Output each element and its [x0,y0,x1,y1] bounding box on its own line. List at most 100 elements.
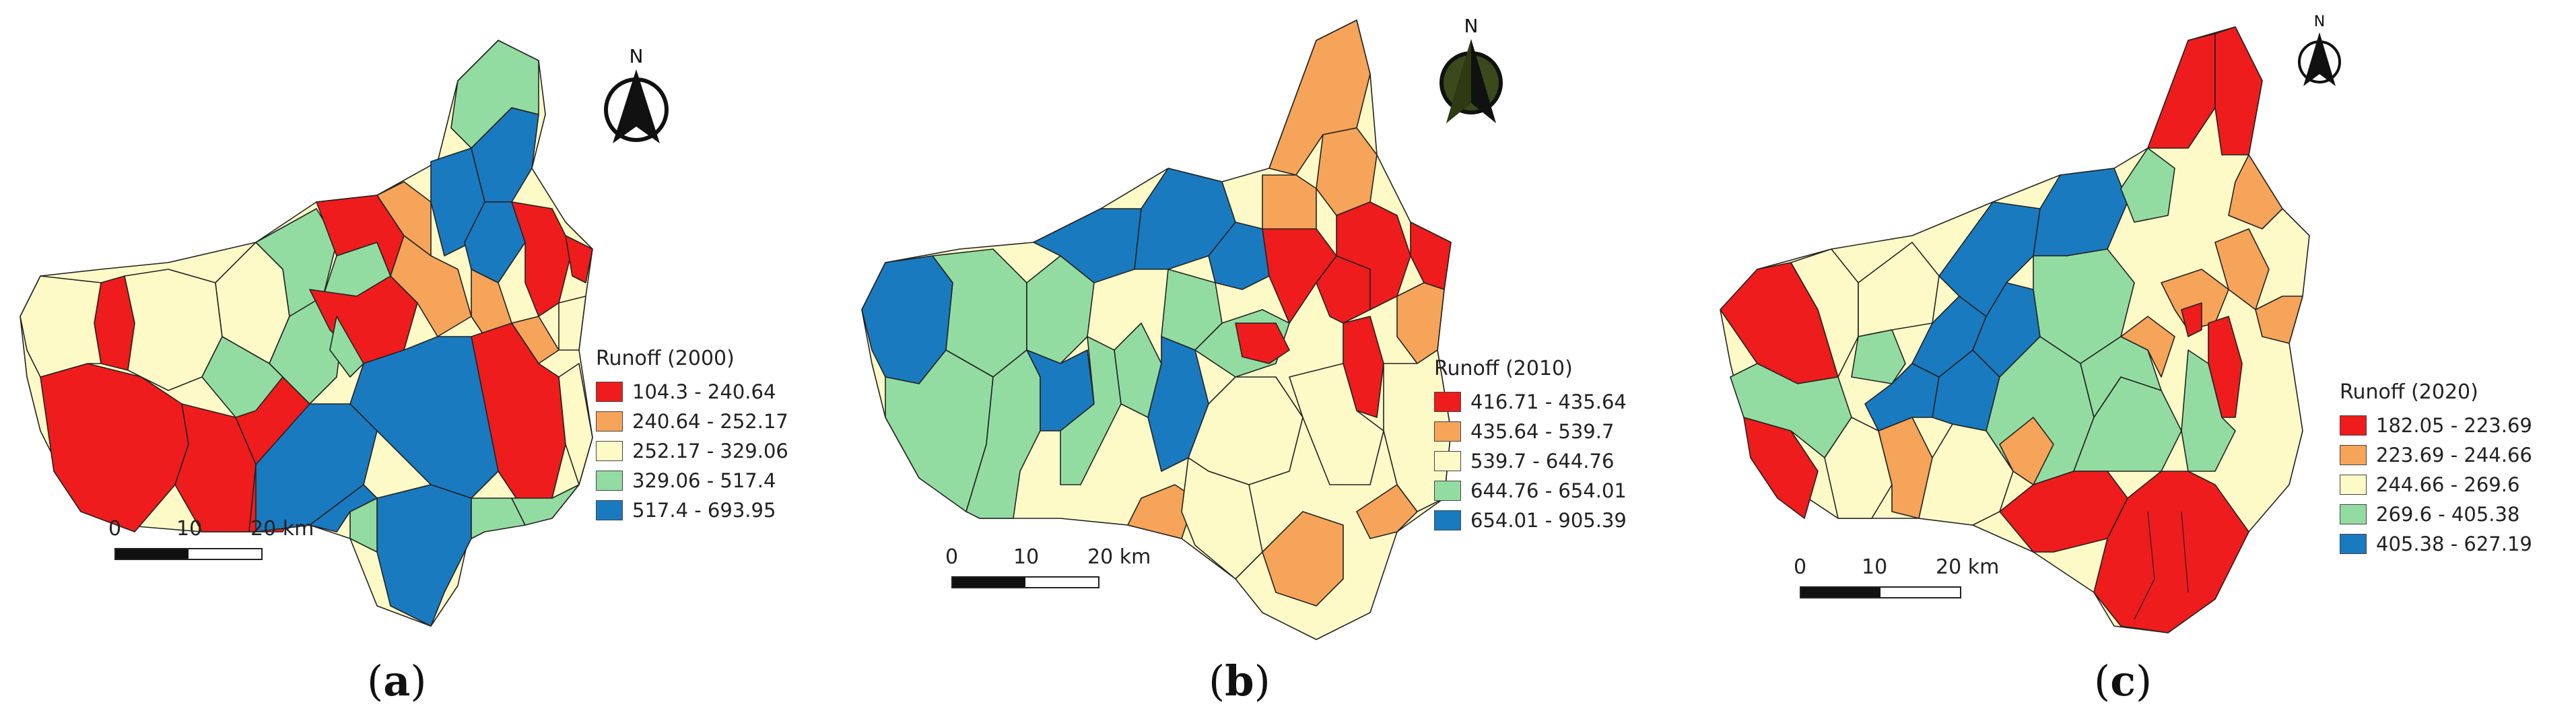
scale-bar-a: 0 10 20 km [108,517,316,560]
legend-label: 104.3 - 240.64 [632,380,776,403]
panel-c: N Runoff (2020) 182.05 - 223.69 223.69 -… [1717,0,2575,723]
legend-swatch [596,500,623,520]
subbasin [201,336,283,418]
legend-label: 244.66 - 269.6 [2376,473,2520,496]
legend-label: 240.64 - 252.17 [632,410,788,433]
north-arrow: N [1434,17,1508,133]
subbasin [450,40,539,149]
legend-item: 182.05 - 223.69 [2340,411,2532,440]
subbasin [511,484,580,526]
subbasin [965,349,1041,519]
north-label: N [1464,15,1479,37]
subbasin [2120,316,2175,378]
north-arrow-icon [1439,39,1503,123]
legend-swatch [596,471,623,491]
watershed-map-b [861,20,1452,640]
panel-label-b: (b) [1209,656,1270,705]
subbasin [255,403,378,532]
legend-swatch [2340,415,2367,436]
legend-label: 644.76 - 654.01 [1470,479,1627,502]
subbasin [2228,154,2283,230]
subbasin [2255,296,2303,344]
scale-tick: 0 [1794,555,1807,579]
legend-item: 435.64 - 539.7 [1434,417,1627,446]
legend-label: 654.01 - 905.39 [1470,509,1627,532]
legend-item: 517.4 - 693.95 [596,495,788,525]
subbasin [2181,349,2236,472]
legend-label: 182.05 - 223.69 [2376,414,2532,437]
subbasin [565,235,593,283]
subbasin [2093,471,2249,633]
legend-swatch [2340,504,2367,524]
legend-label: 223.69 - 244.66 [2376,444,2532,467]
legend-swatch [1434,451,1461,471]
legend-item: 416.71 - 435.64 [1434,387,1627,417]
legend-label: 405.38 - 627.19 [2376,532,2532,555]
legend-label: 435.64 - 539.7 [1470,420,1615,443]
watershed-map-c [1720,26,2310,633]
legend-item: 252.17 - 329.06 [596,436,788,466]
legend-item: 223.69 - 244.66 [2340,440,2532,470]
legend-item: 104.3 - 240.64 [596,377,788,407]
legend-item: 654.01 - 905.39 [1434,506,1627,535]
subbasin [124,269,223,391]
legend-label: 517.4 - 693.95 [632,499,776,522]
subbasin [558,296,586,351]
legend-swatch [596,411,623,432]
legend-swatch [2340,445,2367,465]
legend-swatch [1434,481,1461,501]
scale-bar-graphic [1800,586,1961,598]
scale-tick: 20 km [1936,555,2000,579]
scale-tick: 0 [108,517,122,541]
legend-title: Runoff (2000) [596,347,735,370]
subbasin [376,484,472,627]
north-arrow: N [599,47,673,149]
subbasin [309,484,378,532]
subbasin [20,275,102,378]
subbasin [1268,20,1371,176]
subbasin [511,201,573,317]
subbasin [2181,302,2202,337]
legend-label: 269.6 - 405.38 [2376,503,2520,526]
watershed-map-a [20,40,593,627]
legend-swatch [1434,421,1461,442]
legend-item: 240.64 - 252.17 [596,407,788,436]
legend-swatch [596,382,623,402]
subbasin [2120,147,2175,223]
legend-label: 329.06 - 517.4 [632,469,776,492]
legend-swatch [2340,534,2367,554]
legend-c: Runoff (2020) 182.05 - 223.69 223.69 - 2… [2340,380,2532,559]
legend-item: 329.06 - 517.4 [596,466,788,495]
north-arrow-icon [2298,32,2341,86]
north-label: N [2313,13,2326,30]
legend-label: 416.71 - 435.64 [1470,390,1627,413]
north-arrow-icon [604,69,669,143]
legend-label: 252.17 - 329.06 [632,440,788,462]
legend-swatch [596,441,623,461]
subbasin [1289,363,1384,485]
scale-tick: 20 km [250,517,314,541]
subbasin [1938,201,2041,317]
north-label: N [629,45,644,67]
subbasin [1235,322,1290,364]
scale-bar-graphic [951,576,1099,588]
panel-label-c: (c) [2094,656,2153,705]
subbasin [471,497,526,539]
panel-b: N Runoff (2010) 416.71 - 435.64 435.64 -… [858,0,1717,723]
subbasin [1181,457,1263,580]
scale-tick: 10 [1013,545,1040,569]
panel-a: N Runoff (2000) 104.3 - 240.64 240.64 - … [0,0,858,723]
subbasin [1147,336,1209,472]
legend-item: 405.38 - 627.19 [2340,529,2532,559]
legend-swatch [1434,510,1461,530]
subbasin [376,181,432,256]
subbasin [1262,174,1317,236]
subbasin [2214,228,2270,310]
legend-b: Runoff (2010) 416.71 - 435.64 435.64 - 5… [1434,357,1627,535]
scale-tick: 10 [176,517,203,541]
legend-swatch [2340,475,2367,495]
subbasin [1918,423,2014,526]
scale-tick: 0 [945,545,959,569]
scale-bar-c: 0 10 20 km [1794,555,2002,598]
subbasin [1851,329,1906,384]
